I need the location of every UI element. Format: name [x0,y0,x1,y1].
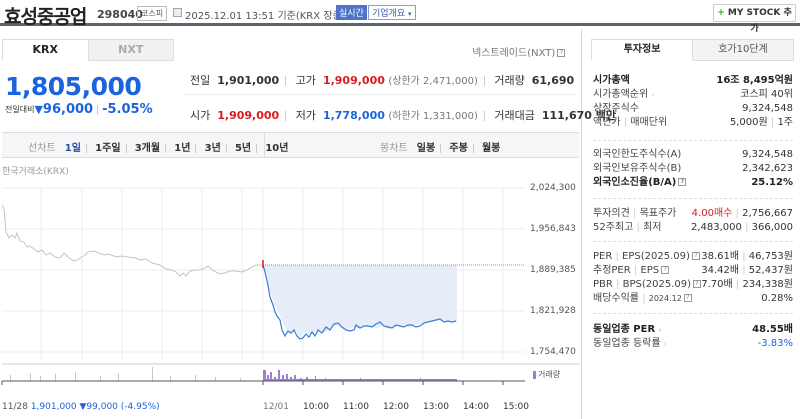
candle-chart-label: 봉차트 [380,143,408,154]
period-5y[interactable]: 5년 [234,143,252,154]
chevron-right-icon: › [658,326,662,334]
invest-info-group-5: 동일업종 PER › 48.55배 동일업종 등락률 › -3.83% [593,323,793,351]
tab-nxt[interactable]: NXT [88,39,174,61]
sector-per-row[interactable]: 동일업종 PER › 48.55배 [593,324,793,335]
chevron-right-icon: › [651,91,655,99]
invest-info-group-3: 투자의견 | 목표주가 4.00매수 | 2,756,667 52주최고 | 최저… [593,207,793,235]
invest-info-group-1: 시가총액 16조 8,495억원 시가총액순위 › 코스피 40위 상장주식수 9,3… [593,74,793,130]
current-price: 1,805,000 [5,72,142,101]
price-change: 전일대비▼96,000 -5.05% [5,102,153,117]
y-tick: 1,754,470 [530,347,576,357]
price-chart[interactable] [0,180,580,419]
divider [182,94,576,95]
shares-row: 상장주식수 9,324,548 [593,103,793,114]
period-1y[interactable]: 1년 [174,143,191,154]
market-badge: 코스피 [137,6,168,21]
tab-krx[interactable]: KRX [2,39,89,61]
exchange-tabs: KRX NXT [2,39,174,61]
plus-icon: + [717,8,725,18]
y-tick: 1,956,843 [530,224,576,234]
company-name: 효성중공업 [4,6,87,28]
y-tick: 1,821,928 [530,306,576,316]
help-icon[interactable]: ? [557,49,566,57]
y-tick: 2,024,300 [530,183,576,193]
candle-monthly[interactable]: 월봉 [481,143,501,154]
market-cap-row: 시가총액 16조 8,495억원 [593,75,793,86]
x-tick: 14:00 [463,402,489,412]
period-1d[interactable]: 1일 [64,143,81,154]
realtime-button[interactable]: 실시간 [336,5,367,20]
page-header: 효성중공업 298040 코스피 2025.12.01 13:51 기준(KRX… [0,0,800,34]
volume-legend: 거래량 [533,369,560,380]
prev-day-summary: 11/28 1,901,000 ▼99,000 (-4.95%) [2,402,160,412]
divider [593,313,793,314]
help-icon[interactable]: ? [691,252,700,260]
foreign-hold-row: 외국인보유주식수(B) 2,342,623 [593,163,793,174]
w52-row: 52주최고 | 최저 2,483,000 | 366,000 [593,222,793,233]
line-chart-label: 선차트 [28,143,56,154]
pbr-bps-row: PBR | BPS(2025.09)? 7.70배 | 234,338원 [593,279,793,290]
period-bar: 선차트 1일 1주일 3개월 1년 3년 5년 10년 봉차트 일봉 주봉 월봉 [2,132,579,158]
tab-order-book[interactable]: 호가10단계 [693,39,794,61]
opinion-row: 투자의견 | 목표주가 4.00매수 | 2,756,667 [593,208,793,219]
stock-code: 298040 [97,8,143,21]
chevron-down-icon: ▾ [408,10,412,18]
timestamp: 2025.12.01 13:51 기준(KRX 장중) [185,11,346,22]
market-cap-rank-row[interactable]: 시가총액순위 › 코스피 40위 [593,89,793,100]
x-tick: 10:00 [303,402,329,412]
help-icon[interactable]: ? [693,280,701,288]
tab-invest-info[interactable]: 투자정보 [591,39,693,61]
help-icon[interactable]: ? [661,266,670,274]
x-tick: 13:00 [423,402,449,412]
calendar-icon [173,8,182,17]
y-tick: 1,889,385 [530,265,576,275]
nextrade-link[interactable]: 넥스트레이드(NXT)? [472,44,566,59]
dividend-row: 배당수익률 | 2024.12? 0.28% [593,293,793,304]
divider [593,241,793,242]
x-tick: 15:00 [503,402,529,412]
invest-info-group-4: PER | EPS(2025.09)? 38.61배 | 46,753원 추정PE… [593,250,793,306]
per-eps-row: PER | EPS(2025.09)? 38.61배 | 46,753원 [593,251,793,262]
period-3m[interactable]: 3개월 [134,143,161,154]
foreign-limit-row: 외국인한도주식수(A) 9,324,548 [593,149,793,160]
x-tick: 12:00 [383,402,409,412]
candle-weekly[interactable]: 주봉 [449,143,468,154]
down-arrow-icon: ▼ [79,402,87,412]
candle-daily[interactable]: 일봉 [416,143,436,154]
help-icon[interactable]: ? [678,178,687,186]
company-info-dropdown[interactable]: 기업개요 ▾ [368,5,416,20]
est-per-eps-row: 추정PER | EPS? 34.42배 | 52,437원 [593,265,793,276]
down-arrow-icon: ▼ [34,103,43,116]
sector-change-row[interactable]: 동일업종 등락률 › -3.83% [593,338,793,349]
chevron-right-icon: › [663,340,667,348]
help-icon[interactable]: ? [683,294,692,302]
par-unit-row: 액면가 | 매매단위 5,000원 | 1주 [593,117,793,128]
divider [593,198,793,199]
period-1w[interactable]: 1주일 [95,143,121,154]
column-divider [581,29,582,419]
right-tabs: 투자정보 호가10단계 [591,39,794,61]
period-10y[interactable]: 10년 [265,143,289,154]
my-stock-add-button[interactable]: + MY STOCK 추가 [713,4,796,34]
period-3y[interactable]: 3년 [204,143,221,154]
quote-row-2: 시가 1,909,000 저가 1,778,000 (하한가 1,331,000… [190,109,617,122]
foreign-ratio-row: 외국인소진율(B/A)? 25.12% [593,177,793,188]
chart-source: 한국거래소(KRX) [2,167,69,177]
invest-info-group-2: 외국인한도주식수(A) 9,324,548 외국인보유주식수(B) 2,342,62… [593,148,793,190]
quote-row-1: 전일 1,901,000 고가 1,909,000 (상한가 2,471,000… [190,74,575,87]
x-tick: 12/01 [263,402,289,412]
divider [593,140,793,141]
x-tick: 11:00 [343,402,369,412]
